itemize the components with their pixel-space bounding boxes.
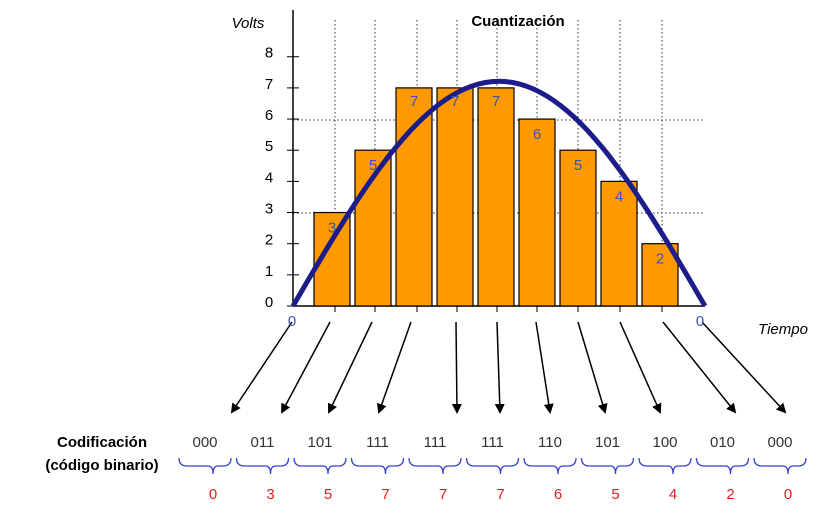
decimal-value: 0 — [209, 486, 217, 503]
arrow — [376, 321, 412, 414]
decimal-value: 7 — [496, 486, 504, 503]
brace — [293, 457, 347, 475]
chart-title: Cuantización — [471, 13, 564, 30]
decimal-value: 0 — [784, 486, 792, 503]
arrow — [662, 321, 737, 414]
binary-code: 000 — [192, 434, 217, 451]
y-axis-label: Volts — [232, 15, 265, 32]
bar — [436, 87, 474, 307]
y-tick-label: 7 — [265, 76, 273, 93]
binary-code: 000 — [767, 434, 792, 451]
decimal-value: 7 — [381, 486, 389, 503]
bar-value-label: 4 — [615, 188, 623, 205]
arrows — [230, 321, 787, 414]
y-tick-label: 4 — [265, 169, 273, 186]
y-tick-label: 1 — [265, 263, 273, 280]
decimal-value: 2 — [726, 486, 734, 503]
binary-code: 010 — [710, 434, 735, 451]
arrow — [281, 321, 331, 414]
time-label: 0 — [696, 313, 704, 330]
bar-value-label: 6 — [533, 126, 541, 143]
arrow — [619, 321, 662, 414]
brace — [408, 457, 462, 475]
arrow — [577, 321, 608, 414]
binary-code: 111 — [366, 434, 389, 451]
y-tick-label: 5 — [265, 138, 273, 155]
arrow — [327, 321, 373, 414]
time-label: 0 — [288, 313, 296, 330]
bar-value-label: 7 — [451, 93, 459, 110]
bar — [518, 118, 556, 307]
bar — [559, 149, 597, 307]
decimal-value: 5 — [324, 486, 332, 503]
bar-value-label: 3 — [328, 219, 336, 236]
bar — [313, 211, 351, 307]
coding-subtitle: (código binario) — [45, 457, 158, 474]
brace — [695, 457, 750, 475]
binary-code: 111 — [424, 434, 447, 451]
bar-value-label: 7 — [410, 93, 418, 110]
bar-value-label: 7 — [492, 93, 500, 110]
bar — [600, 180, 638, 307]
decimal-value: 7 — [439, 486, 447, 503]
y-tick-label: 8 — [265, 45, 273, 62]
binary-code: 111 — [481, 434, 504, 451]
bar — [477, 87, 515, 307]
brace — [465, 457, 520, 475]
coding-title: Codificación — [57, 434, 147, 451]
y-tick-label: 2 — [265, 232, 273, 249]
y-tick-label: 0 — [265, 294, 273, 311]
brace — [235, 457, 290, 475]
decimal-value: 3 — [266, 486, 274, 503]
arrow — [451, 321, 462, 414]
arrow — [230, 321, 293, 414]
binary-code: 101 — [595, 434, 620, 451]
bar-value-label: 5 — [369, 157, 377, 174]
y-tick-label: 6 — [265, 107, 273, 124]
binary-code: 100 — [652, 434, 677, 451]
signal-curve — [290, 78, 708, 308]
arrow — [494, 321, 505, 414]
decimal-value: 5 — [611, 486, 619, 503]
bar-value-label: 2 — [656, 251, 664, 268]
binary-code: 011 — [251, 434, 275, 451]
arrow — [701, 321, 787, 414]
bar-value-label: 5 — [574, 157, 582, 174]
bar — [395, 87, 433, 307]
brace — [638, 457, 692, 475]
x-axis-label: Tiempo — [758, 321, 808, 338]
binary-code: 110 — [538, 434, 562, 451]
decimal-value: 4 — [669, 486, 677, 503]
decimal-value: 6 — [554, 486, 562, 503]
brace — [178, 457, 232, 475]
brace — [350, 457, 405, 475]
y-tick-label: 3 — [265, 200, 273, 217]
binary-code: 101 — [307, 434, 332, 451]
brace — [753, 457, 807, 475]
brace — [580, 457, 635, 475]
brace — [523, 457, 577, 475]
arrow — [535, 321, 554, 414]
